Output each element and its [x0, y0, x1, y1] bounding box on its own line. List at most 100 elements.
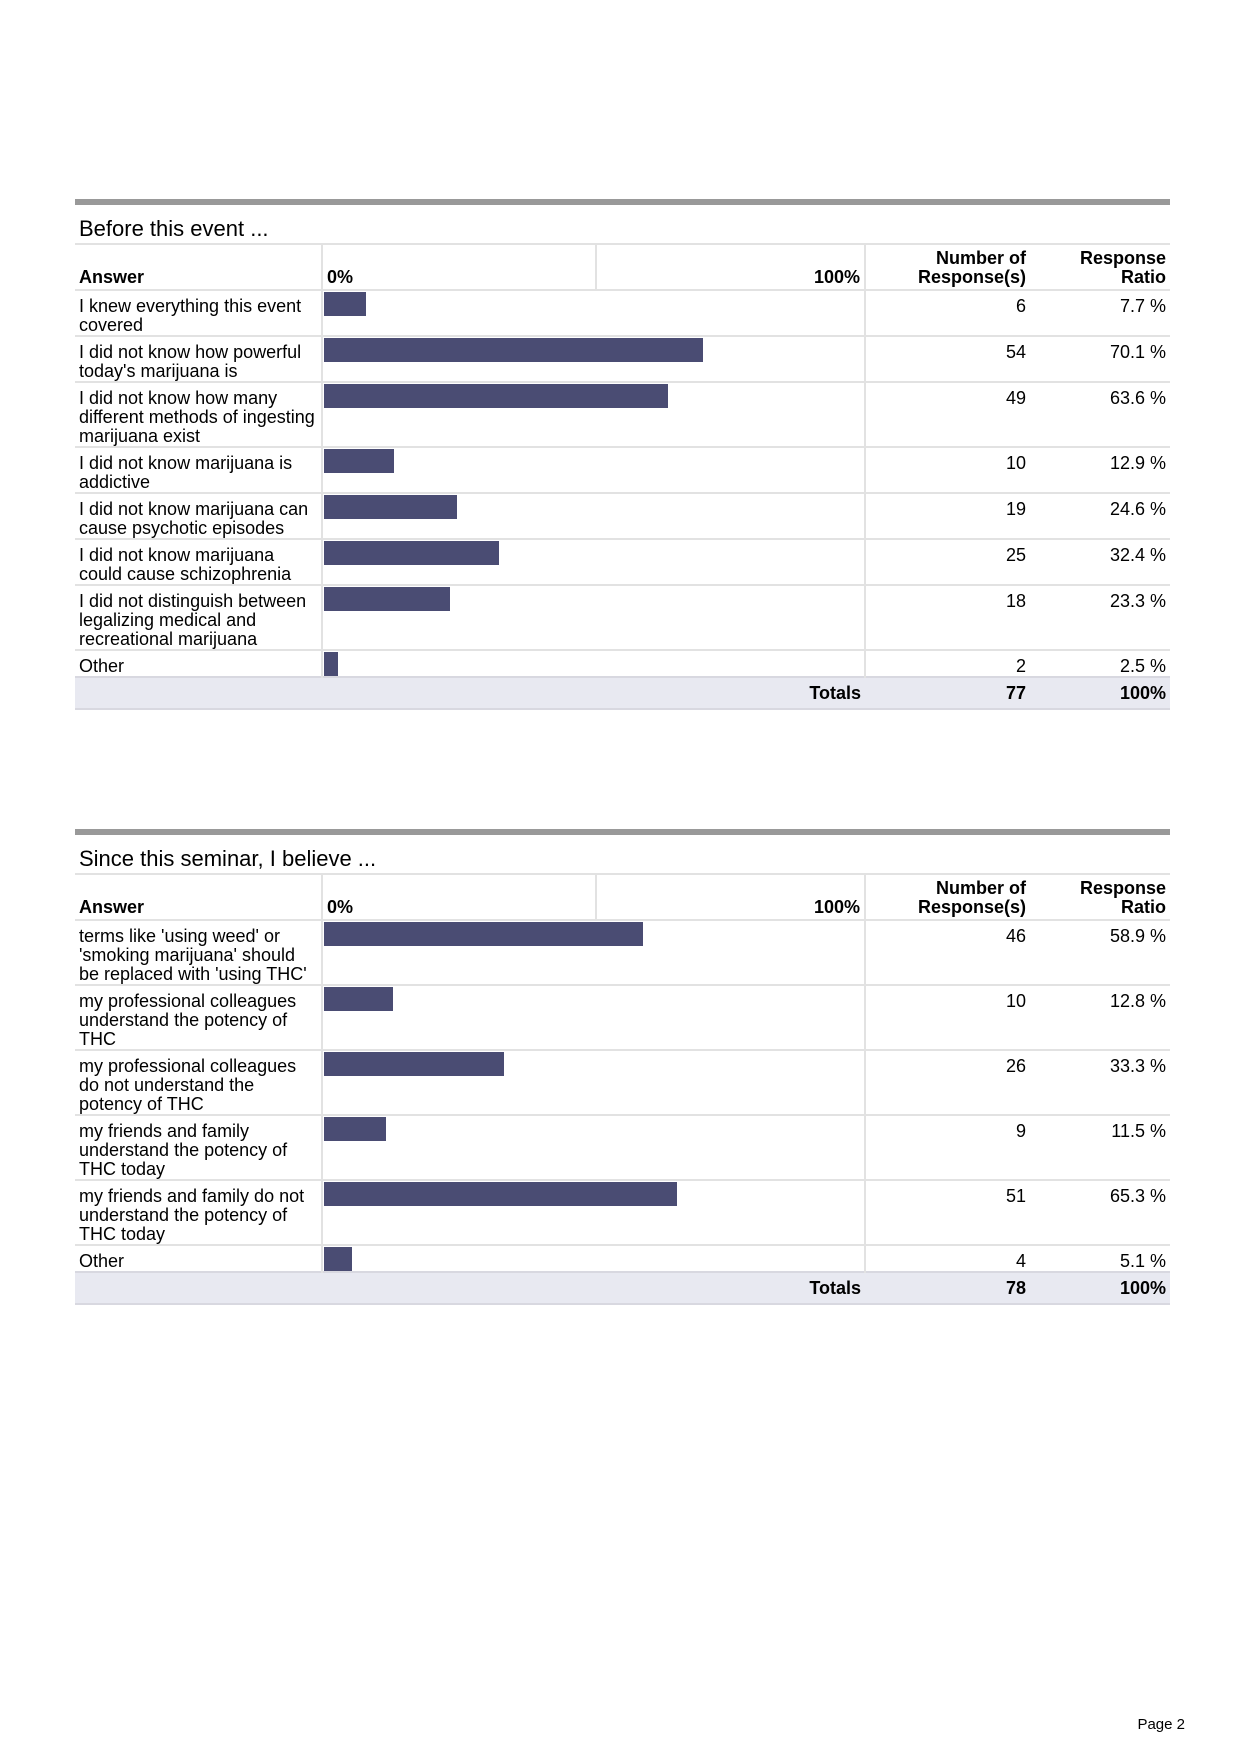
response-ratio: 7.7 % — [1030, 289, 1170, 336]
response-count: 26 — [865, 1049, 1030, 1115]
bar-cell — [321, 584, 866, 650]
section-title: Before this event ... — [79, 216, 269, 241]
response-ratio: 63.6 % — [1030, 381, 1170, 447]
header-row: Answer 0% 100% Number of Response(s) Res… — [75, 873, 1170, 920]
response-count: 49 — [865, 381, 1030, 447]
answer-row: I did not distinguish between legalizing… — [75, 584, 1170, 650]
answer-row: I knew everything this event covered 6 7.7… — [75, 289, 1170, 336]
answer-row: my friends and family understand the pot… — [75, 1114, 1170, 1180]
axis-min-label: 0% — [327, 897, 354, 917]
survey-section-since-seminar: Since this seminar, I believe ... Answer… — [75, 829, 1170, 1305]
bar-axis-header: 0% 100% — [321, 243, 866, 290]
totals-spacer — [75, 1271, 322, 1305]
bar-cell — [321, 1114, 866, 1180]
total-count: 77 — [865, 676, 1030, 710]
response-count: 46 — [865, 919, 1030, 985]
response-bar — [324, 652, 338, 676]
response-count: 19 — [865, 492, 1030, 539]
answer-label: I did not distinguish between legalizing… — [75, 584, 322, 650]
bar-cell — [321, 984, 866, 1050]
response-bar — [324, 587, 450, 611]
number-header: Number of Response(s) — [865, 243, 1030, 290]
section-divider — [75, 829, 1170, 835]
totals-spacer — [75, 676, 322, 710]
response-ratio: 12.9 % — [1030, 446, 1170, 493]
response-count: 4 — [865, 1244, 1030, 1272]
response-bar — [324, 541, 499, 565]
answer-label: I knew everything this event covered — [75, 289, 322, 336]
answer-label: I did not know marijuana can cause psych… — [75, 492, 322, 539]
bar-cell — [321, 538, 866, 585]
response-count: 18 — [865, 584, 1030, 650]
answer-row: my professional colleagues understand th… — [75, 984, 1170, 1050]
response-ratio: 32.4 % — [1030, 538, 1170, 585]
answer-label: I did not know how powerful today's mari… — [75, 335, 322, 382]
answer-header: Answer — [75, 873, 322, 920]
response-bar — [324, 384, 668, 408]
number-header: Number of Response(s) — [865, 873, 1030, 920]
answer-label: I did not know marijuana could cause sch… — [75, 538, 322, 585]
response-count: 9 — [865, 1114, 1030, 1180]
totals-label: Totals — [322, 1271, 865, 1305]
response-bar — [324, 292, 366, 316]
response-ratio: 33.3 % — [1030, 1049, 1170, 1115]
response-bar — [324, 987, 393, 1011]
results-table: Answer 0% 100% Number of Response(s) Res… — [75, 243, 1170, 710]
response-count: 25 — [865, 538, 1030, 585]
survey-section-before-event: Before this event ... Answer 0% 100% Num… — [75, 199, 1170, 710]
bar-cell — [321, 1244, 866, 1272]
response-count: 54 — [865, 335, 1030, 382]
response-ratio: 65.3 % — [1030, 1179, 1170, 1245]
response-bar — [324, 1117, 386, 1141]
response-count: 10 — [865, 446, 1030, 493]
total-count: 78 — [865, 1271, 1030, 1305]
response-bar — [324, 1052, 504, 1076]
axis-midline — [595, 245, 597, 289]
response-count: 2 — [865, 649, 1030, 677]
answer-label: my friends and family do not understand … — [75, 1179, 322, 1245]
section-title: Since this seminar, I believe ... — [79, 846, 377, 871]
response-bar — [324, 449, 394, 473]
axis-min-label: 0% — [327, 267, 354, 287]
total-ratio: 100% — [1030, 676, 1170, 710]
response-bar — [324, 922, 643, 946]
response-count: 6 — [865, 289, 1030, 336]
response-ratio: 2.5 % — [1030, 649, 1170, 677]
axis-max-label: 100% — [813, 267, 860, 287]
bar-cell — [321, 381, 866, 447]
axis-midline — [595, 875, 597, 919]
axis-max-label: 100% — [813, 897, 860, 917]
totals-label: Totals — [322, 676, 865, 710]
answer-row: I did not know how powerful today's mari… — [75, 335, 1170, 382]
section-divider — [75, 199, 1170, 205]
bar-cell — [321, 492, 866, 539]
response-count: 10 — [865, 984, 1030, 1050]
response-bar — [324, 338, 703, 362]
response-bar — [324, 1247, 352, 1271]
answer-row: I did not know marijuana can cause psych… — [75, 492, 1170, 539]
response-ratio: 24.6 % — [1030, 492, 1170, 539]
answer-label: I did not know marijuana is addictive — [75, 446, 322, 493]
answer-label: my professional colleagues understand th… — [75, 984, 322, 1050]
response-bar — [324, 495, 457, 519]
answer-label: terms like 'using weed' or 'smoking mari… — [75, 919, 322, 985]
ratio-header: Response Ratio — [1030, 243, 1170, 290]
answer-row: I did not know marijuana is addictive 10 1… — [75, 446, 1170, 493]
response-ratio: 23.3 % — [1030, 584, 1170, 650]
totals-row: Totals 77 100% — [75, 676, 1170, 710]
bar-cell — [321, 1049, 866, 1115]
results-table: Answer 0% 100% Number of Response(s) Res… — [75, 873, 1170, 1305]
bar-cell — [321, 289, 866, 336]
answer-row: I did not know marijuana could cause sch… — [75, 538, 1170, 585]
answer-row: Other 2 2.5 % — [75, 649, 1170, 677]
response-bar — [324, 1182, 677, 1206]
answer-row: terms like 'using weed' or 'smoking mari… — [75, 919, 1170, 985]
bar-cell — [321, 649, 866, 677]
bar-cell — [321, 1179, 866, 1245]
totals-row: Totals 78 100% — [75, 1271, 1170, 1305]
answer-label: Other — [75, 1244, 322, 1272]
response-ratio: 70.1 % — [1030, 335, 1170, 382]
header-row: Answer 0% 100% Number of Response(s) Res… — [75, 243, 1170, 290]
bar-cell — [321, 919, 866, 985]
page-number: Page 2 — [1137, 1716, 1185, 1733]
